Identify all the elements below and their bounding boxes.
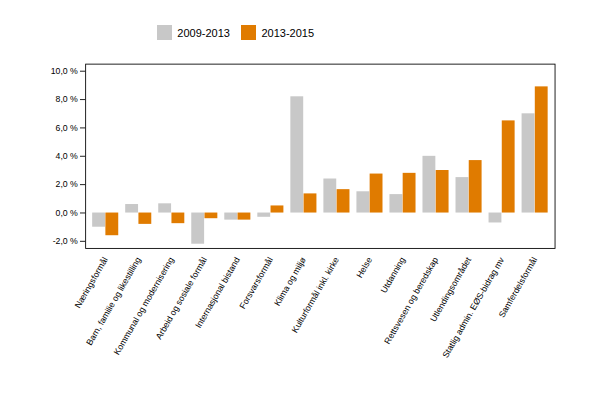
svg-text:4,0 %: 4,0 % [56, 151, 78, 161]
svg-text:Klima og miljø: Klima og miljø [272, 254, 308, 307]
html-text:2013-2015: 2013-2015 [261, 26, 314, 39]
svg-text:Utdanning: Utdanning [379, 255, 408, 294]
svg-text:0,0 %: 0,0 % [56, 207, 78, 217]
svg-text:Helse: Helse [354, 255, 374, 279]
svg-text:Arbeid og sosiale formål: Arbeid og sosiale formål [153, 254, 209, 341]
svg-text:10,0 %: 10,0 % [51, 65, 78, 75]
svg-text:Næringsformål: Næringsformål [73, 255, 110, 309]
svg-text:Barn, familie og likestilling: Barn, familie og likestilling [84, 255, 143, 347]
svg-text:Rettsvesen og beredskap: Rettsvesen og beredskap [382, 255, 440, 345]
svg-text:-2,0 %: -2,0 % [53, 236, 78, 246]
svg-text:6,0 %: 6,0 % [56, 122, 78, 132]
svg-text:Samferdelsformål: Samferdelsformål [496, 255, 539, 319]
svg-text:Kulturformål inkl. kirke: Kulturformål inkl. kirke [290, 255, 341, 334]
svg-text:Internasjonal bistand: Internasjonal bistand [193, 255, 242, 330]
svg-text:8,0 %: 8,0 % [56, 94, 78, 104]
svg-text:Kommunal og modernisering: Kommunal og modernisering [112, 255, 176, 356]
svg-text:Utlendingsområdet: Utlendingsområdet [428, 254, 474, 323]
svg-text:Statlig admin. EØS-bidrag mv: Statlig admin. EØS-bidrag mv [440, 254, 506, 359]
svg-text:Forsvarsformål: Forsvarsformål [237, 255, 275, 310]
svg-text:2,0 %: 2,0 % [56, 179, 78, 189]
html-text:2009-2013: 2009-2013 [177, 26, 230, 39]
